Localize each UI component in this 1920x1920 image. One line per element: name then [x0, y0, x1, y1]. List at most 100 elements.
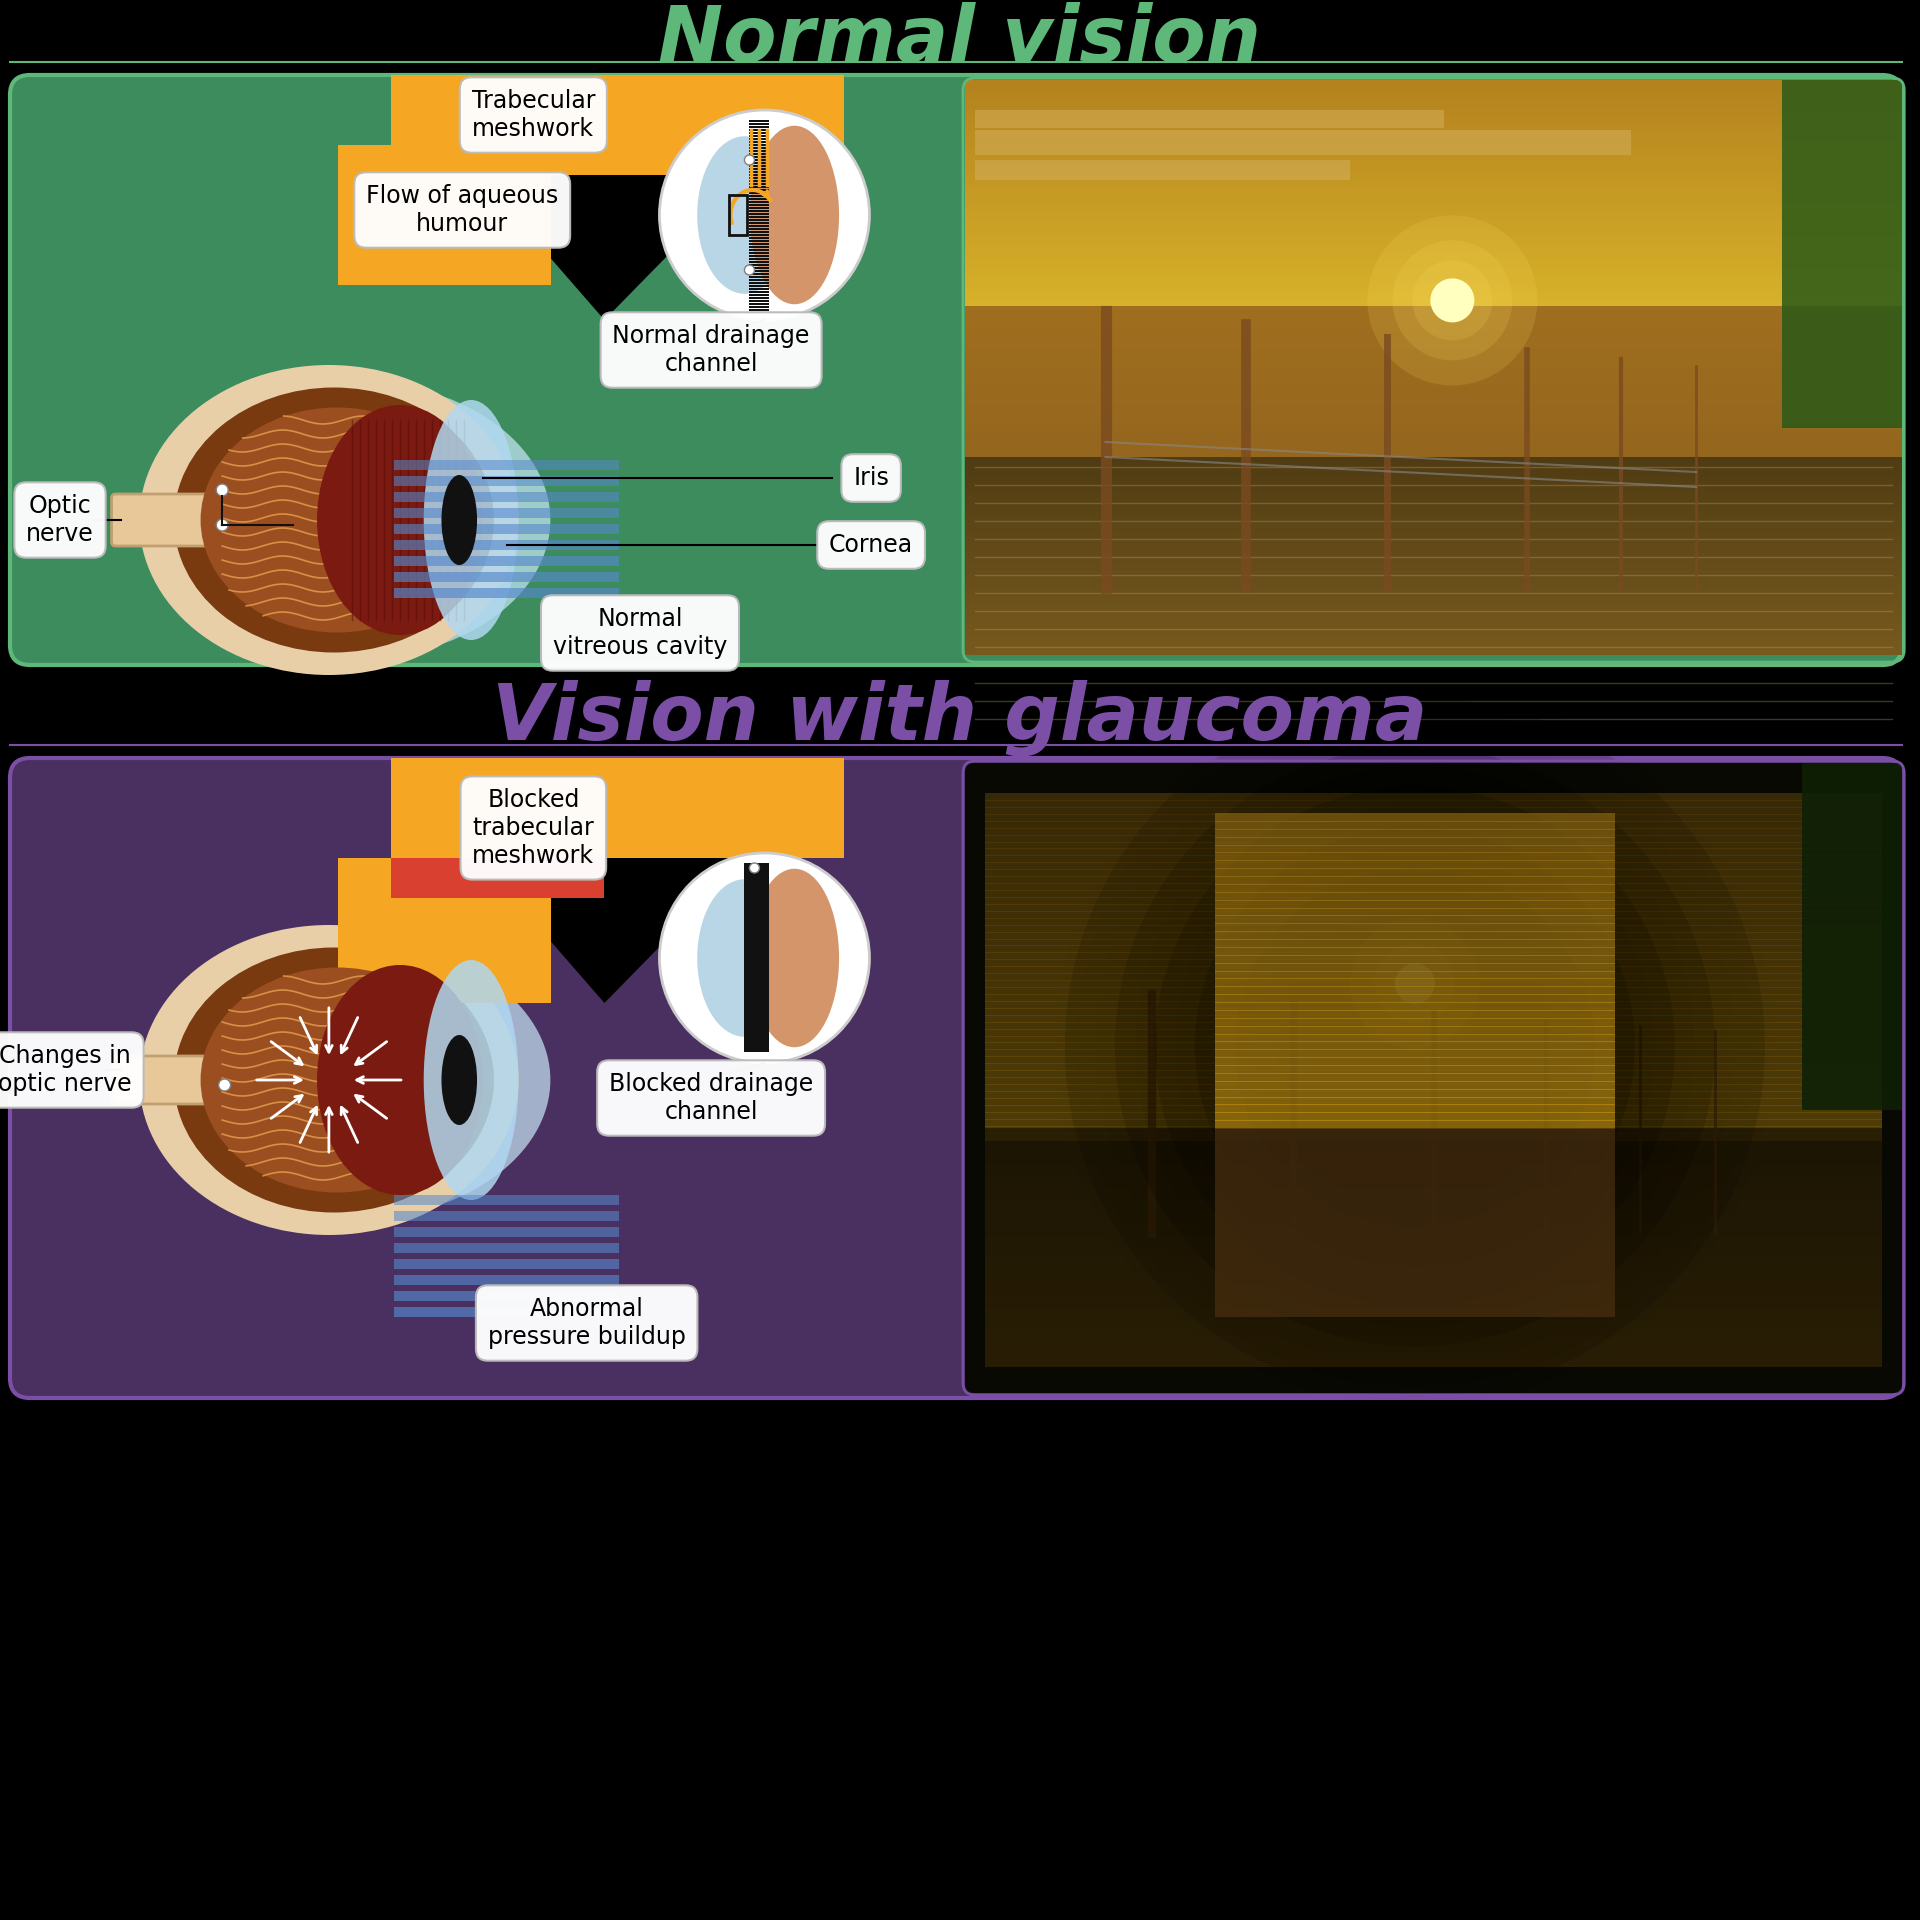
- Bar: [985, 966, 1882, 973]
- Bar: [749, 169, 770, 171]
- Circle shape: [1194, 826, 1634, 1267]
- Bar: [985, 870, 1882, 877]
- Circle shape: [659, 109, 870, 321]
- Bar: [394, 588, 620, 597]
- Bar: [985, 925, 1882, 933]
- Bar: [985, 841, 1882, 849]
- Bar: [338, 858, 551, 1002]
- Bar: [392, 75, 845, 175]
- Circle shape: [217, 518, 228, 532]
- Bar: [985, 856, 1882, 864]
- Bar: [745, 862, 770, 1052]
- Ellipse shape: [148, 941, 551, 1219]
- Bar: [966, 202, 1903, 207]
- Text: Normal
vitreous cavity: Normal vitreous cavity: [553, 607, 728, 659]
- Bar: [392, 858, 605, 899]
- Bar: [749, 265, 770, 267]
- Bar: [749, 150, 770, 152]
- Bar: [966, 108, 1903, 113]
- Bar: [985, 814, 1882, 822]
- Bar: [1215, 947, 1615, 956]
- Bar: [749, 180, 770, 182]
- Bar: [1215, 1073, 1615, 1081]
- Bar: [749, 154, 770, 156]
- Bar: [966, 259, 1903, 265]
- Bar: [392, 758, 845, 858]
- Text: Blocked drainage
channel: Blocked drainage channel: [609, 1071, 814, 1123]
- Ellipse shape: [697, 136, 791, 294]
- Bar: [1215, 987, 1615, 995]
- Bar: [749, 144, 770, 146]
- Circle shape: [1394, 964, 1434, 1004]
- Bar: [966, 311, 1903, 317]
- Bar: [394, 540, 620, 549]
- Bar: [1215, 868, 1615, 877]
- Bar: [966, 253, 1903, 259]
- Bar: [1215, 1119, 1615, 1129]
- Bar: [985, 1056, 1882, 1064]
- Bar: [1215, 970, 1615, 979]
- FancyBboxPatch shape: [10, 75, 1903, 664]
- Bar: [1215, 954, 1615, 964]
- Circle shape: [1154, 787, 1674, 1306]
- Bar: [338, 146, 551, 284]
- Bar: [966, 301, 1903, 307]
- Bar: [966, 81, 1903, 86]
- Bar: [966, 236, 1903, 242]
- Bar: [749, 250, 770, 252]
- Bar: [1215, 876, 1615, 885]
- Bar: [985, 1064, 1882, 1071]
- Bar: [749, 292, 770, 294]
- Bar: [749, 219, 770, 221]
- Circle shape: [1066, 697, 1764, 1396]
- Bar: [749, 309, 770, 311]
- Bar: [1215, 1089, 1615, 1098]
- Bar: [985, 904, 1882, 912]
- Bar: [1215, 995, 1615, 1002]
- Bar: [749, 192, 770, 194]
- Bar: [1215, 883, 1615, 893]
- Bar: [985, 891, 1882, 899]
- Bar: [966, 263, 1903, 269]
- Bar: [985, 1125, 1882, 1133]
- Bar: [966, 367, 1903, 372]
- Bar: [975, 159, 1350, 180]
- Polygon shape: [392, 758, 845, 1002]
- Bar: [749, 186, 770, 188]
- Bar: [394, 1212, 620, 1221]
- Bar: [966, 438, 1903, 444]
- Bar: [966, 273, 1903, 278]
- Bar: [749, 177, 770, 179]
- Bar: [749, 240, 770, 242]
- Bar: [1215, 1048, 1615, 1058]
- Ellipse shape: [200, 407, 472, 632]
- Bar: [966, 363, 1903, 369]
- Bar: [749, 267, 770, 269]
- Bar: [966, 386, 1903, 392]
- Bar: [749, 196, 770, 198]
- Bar: [966, 447, 1903, 453]
- Text: Normal drainage
channel: Normal drainage channel: [612, 324, 810, 376]
- Bar: [966, 175, 1903, 180]
- Bar: [985, 793, 1882, 801]
- Ellipse shape: [140, 925, 518, 1235]
- Bar: [985, 806, 1882, 814]
- Bar: [966, 392, 1903, 397]
- Bar: [1215, 900, 1615, 908]
- Text: Flow of aqueous
humour: Flow of aqueous humour: [367, 184, 559, 236]
- Bar: [966, 150, 1903, 156]
- Bar: [1215, 1033, 1615, 1043]
- Bar: [1215, 1096, 1615, 1106]
- Bar: [966, 415, 1903, 420]
- Bar: [749, 300, 770, 301]
- Bar: [985, 939, 1882, 947]
- Bar: [985, 973, 1882, 981]
- Circle shape: [217, 484, 228, 495]
- Text: Blocked
trabecular
meshwork: Blocked trabecular meshwork: [472, 789, 595, 868]
- Ellipse shape: [442, 1035, 476, 1125]
- Bar: [966, 330, 1903, 336]
- Bar: [966, 382, 1903, 388]
- Bar: [966, 165, 1903, 171]
- Bar: [749, 261, 770, 263]
- Bar: [749, 298, 770, 300]
